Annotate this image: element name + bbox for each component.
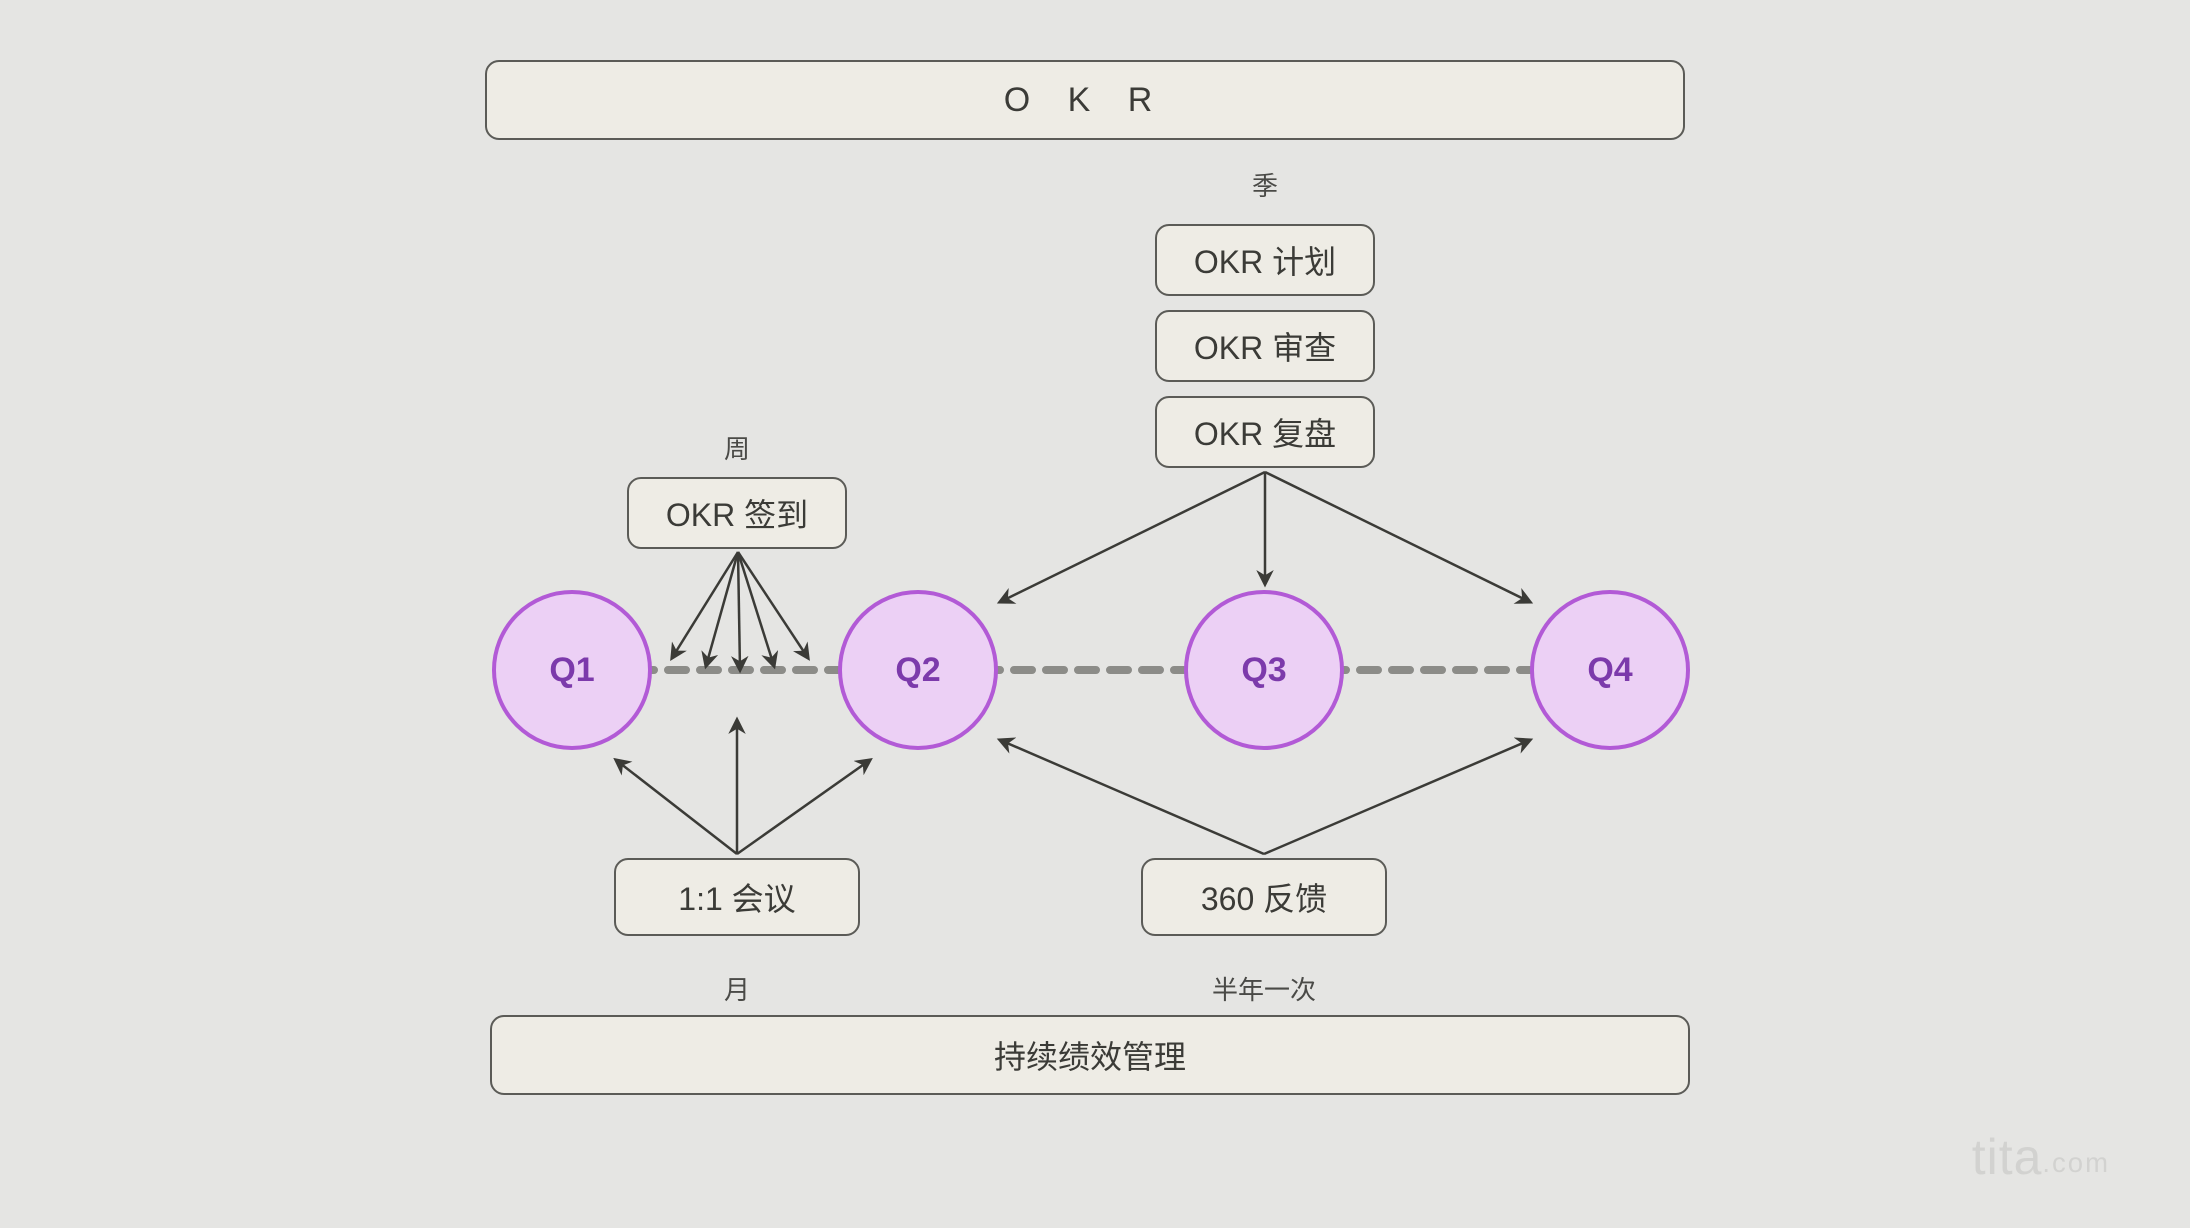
quarter-label-q1: Q1 — [549, 651, 594, 689]
arrow-weekly-1 — [706, 552, 738, 666]
watermark-dom: .com — [2042, 1147, 2110, 1178]
watermark-main: tita — [1972, 1129, 2043, 1185]
quarter-label-q4: Q4 — [1587, 651, 1632, 689]
quarter-circle-q1 — [494, 592, 650, 748]
box-weekly-label: OKR 签到 — [666, 490, 808, 536]
arrow-weekly-3 — [738, 552, 774, 666]
quarter-circle-q4 — [1532, 592, 1688, 748]
box-q_review: OKR 审查 — [1155, 310, 1375, 382]
arrow-half-1 — [1264, 740, 1530, 854]
arrow-weekly-0 — [672, 552, 738, 658]
quarter-label-q2: Q2 — [895, 651, 940, 689]
box-monthly: 1:1 会议 — [614, 858, 860, 936]
header: O K R — [485, 60, 1685, 140]
quarter-circle-q2 — [840, 592, 996, 748]
diagram-canvas: O K R 持续绩效管理 OKR 签到 周 OKR 计划 OKR 审查 OKR 复盘 季 1:1… — [0, 0, 2190, 1228]
arrow-quarter-0 — [1000, 472, 1265, 602]
arrow-quarter-2 — [1265, 472, 1530, 602]
caption-weekly: 周 — [724, 429, 750, 466]
box-q_plan-label: OKR 计划 — [1194, 237, 1336, 283]
header-label: O K R — [1004, 81, 1167, 120]
watermark: tita.com — [1972, 1128, 2110, 1186]
box-weekly: OKR 签到 — [627, 477, 847, 549]
box-q_retro: OKR 复盘 — [1155, 396, 1375, 468]
arrow-weekly-2 — [738, 552, 740, 670]
footer: 持续绩效管理 — [490, 1015, 1690, 1095]
arrow-weekly-4 — [738, 552, 808, 658]
arrow-monthly-0 — [616, 760, 737, 854]
box-half: 360 反馈 — [1141, 858, 1387, 936]
footer-label: 持续绩效管理 — [994, 1032, 1186, 1078]
quarter-label-q3: Q3 — [1241, 651, 1286, 689]
caption-q_retro: 季 — [1252, 166, 1278, 203]
arrow-monthly-2 — [737, 760, 870, 854]
box-half-label: 360 反馈 — [1201, 874, 1327, 920]
caption-monthly: 月 — [724, 970, 750, 1007]
caption-half: 半年一次 — [1212, 970, 1316, 1007]
box-q_plan: OKR 计划 — [1155, 224, 1375, 296]
box-monthly-label: 1:1 会议 — [678, 874, 795, 920]
box-q_review-label: OKR 审查 — [1194, 323, 1336, 369]
box-q_retro-label: OKR 复盘 — [1194, 409, 1336, 455]
arrow-half-0 — [1000, 740, 1264, 854]
quarter-circle-q3 — [1186, 592, 1342, 748]
